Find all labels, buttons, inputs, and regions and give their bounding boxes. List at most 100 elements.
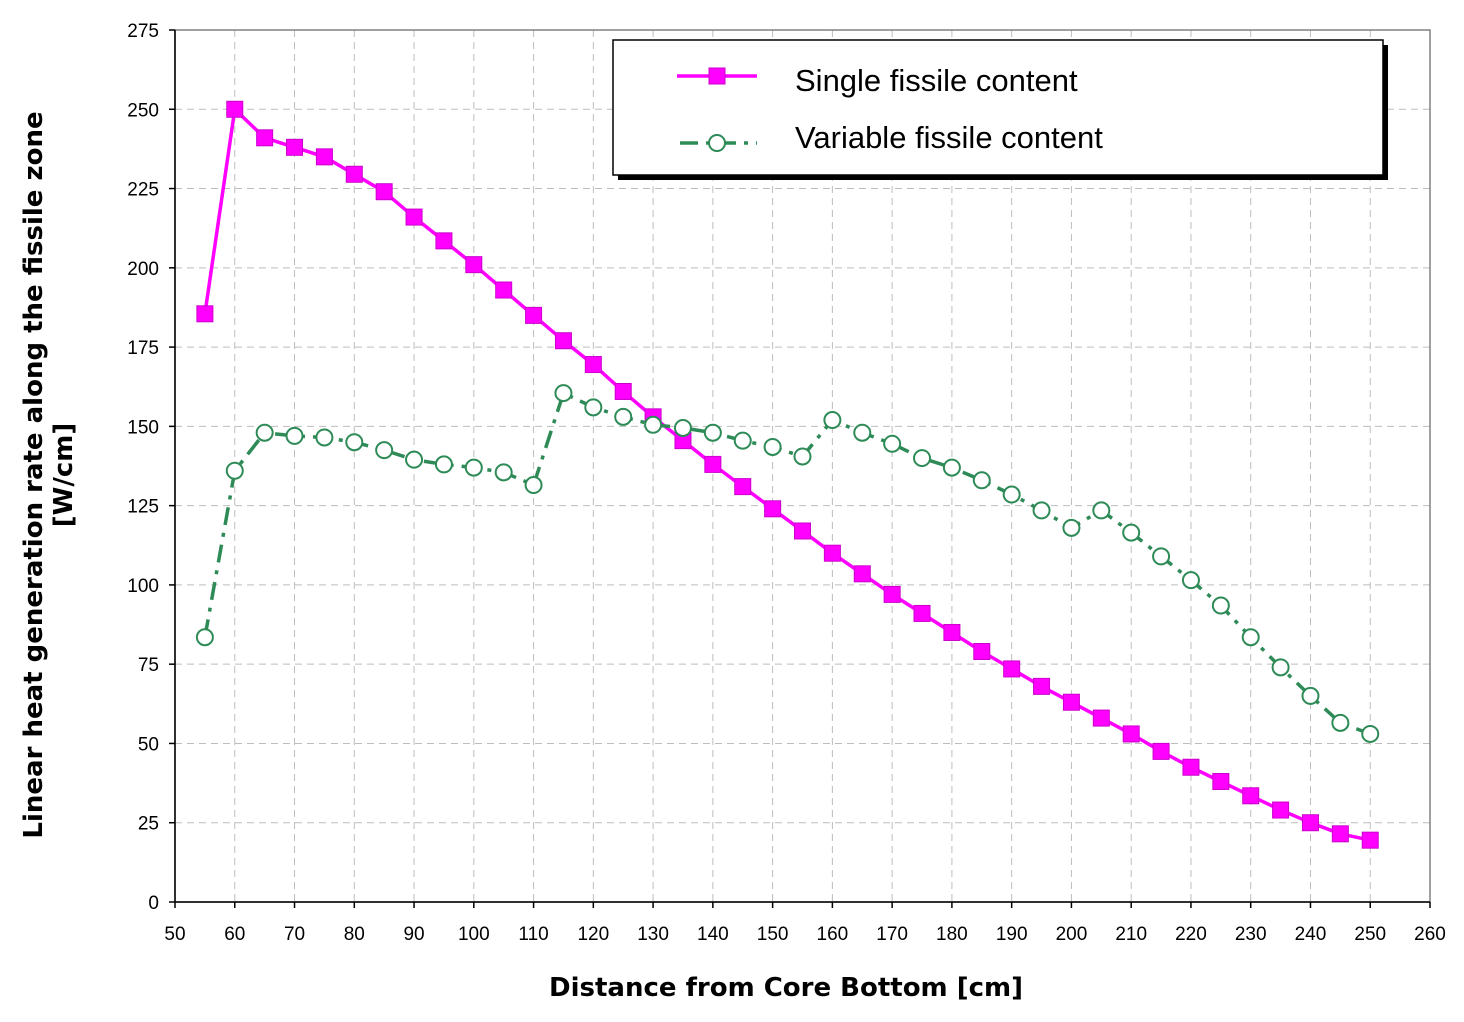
data-point [764, 500, 782, 518]
legend-label-variable: Variable fissile content [795, 120, 1103, 155]
data-point [1211, 596, 1230, 615]
data-point [943, 623, 961, 641]
data-point [1271, 658, 1290, 677]
data-point [1002, 485, 1021, 504]
data-point [1062, 693, 1080, 711]
x-tick-label: 180 [936, 924, 968, 945]
data-point [226, 100, 244, 118]
y-axis-title-line-1: Linear heat generation rate along the fi… [19, 111, 49, 838]
data-point [375, 441, 394, 460]
data-point [464, 458, 483, 477]
data-point [256, 129, 274, 147]
data-point [644, 415, 663, 434]
x-tick-label: 90 [403, 924, 424, 945]
data-point [1301, 686, 1320, 705]
data-point [495, 281, 513, 299]
data-point [1003, 660, 1021, 678]
data-point [286, 138, 304, 156]
data-point [1301, 814, 1319, 832]
data-point [614, 382, 632, 400]
data-point [525, 306, 543, 324]
data-point [405, 208, 423, 226]
x-tick-label: 230 [1235, 924, 1267, 945]
data-point [345, 433, 364, 452]
data-point [1062, 518, 1081, 537]
y-tick-label: 275 [127, 21, 159, 42]
data-point [554, 332, 572, 350]
data-point [1033, 677, 1051, 695]
legend-box [612, 39, 1384, 176]
x-tick-label: 220 [1175, 924, 1207, 945]
data-point [375, 183, 393, 201]
data-point [1122, 725, 1140, 743]
x-tick-label: 140 [697, 924, 729, 945]
data-point [315, 148, 333, 166]
data-point [853, 423, 872, 442]
y-tick-label: 250 [127, 100, 159, 121]
x-tick-label: 50 [164, 924, 185, 945]
data-point [913, 604, 931, 622]
data-point [823, 544, 841, 562]
y-tick-label: 150 [127, 417, 159, 438]
data-point [704, 455, 722, 473]
x-tick-label: 100 [458, 924, 490, 945]
data-point [1361, 724, 1380, 743]
data-point [1092, 709, 1110, 727]
x-tick-label: 150 [757, 924, 789, 945]
x-tick-label: 60 [224, 924, 245, 945]
data-point [673, 418, 692, 437]
data-point [195, 628, 214, 647]
data-point [793, 447, 812, 466]
y-axis-title-line-2: [W/cm] [49, 423, 79, 527]
data-point [733, 431, 752, 450]
y-tick-label: 100 [127, 576, 159, 597]
x-tick-label: 190 [996, 924, 1028, 945]
data-point [1241, 628, 1260, 647]
data-point [1361, 831, 1379, 849]
data-point [554, 384, 573, 403]
data-point [1032, 501, 1051, 520]
data-point [1182, 758, 1200, 776]
x-tick-label: 110 [518, 924, 548, 945]
x-tick-label: 260 [1414, 924, 1446, 945]
data-point [345, 165, 363, 183]
series-single-fissile [196, 100, 1379, 849]
legend-swatch-marker-variable [708, 134, 726, 152]
legend-label-single: Single fissile content [795, 63, 1078, 98]
series-layer [195, 100, 1380, 849]
data-point [734, 478, 752, 496]
data-point [524, 476, 543, 495]
data-point [435, 232, 453, 250]
data-point [1122, 523, 1141, 542]
series-line [203, 107, 1371, 842]
legend: Single fissile content Variable fissile … [612, 39, 1388, 180]
data-point [196, 305, 214, 323]
data-point [703, 423, 722, 442]
legend-swatch-marker-single [708, 67, 726, 85]
data-point [584, 398, 603, 417]
x-tick-label: 160 [817, 924, 849, 945]
data-point [225, 461, 244, 480]
data-point [763, 437, 782, 456]
y-tick-label: 25 [138, 814, 159, 835]
data-point [255, 423, 274, 442]
data-point [285, 426, 304, 445]
x-tick-label: 170 [876, 924, 908, 945]
data-point [913, 449, 932, 468]
y-tick-label: 50 [138, 734, 159, 755]
data-point [883, 585, 901, 603]
data-point [614, 407, 633, 426]
data-point [1272, 801, 1290, 819]
x-tick-label: 70 [284, 924, 305, 945]
data-point [883, 434, 902, 453]
data-point [434, 455, 453, 474]
x-tick-label: 210 [1115, 924, 1147, 945]
x-tick-label: 240 [1295, 924, 1327, 945]
series-line [203, 391, 1371, 736]
x-tick-label: 130 [637, 924, 669, 945]
data-point [853, 565, 871, 583]
axes: 50 60 70 80 90 100 110 120 130 140 150 160 170 180 190… [127, 21, 1446, 945]
data-point [1152, 742, 1170, 760]
data-point [1212, 773, 1230, 791]
